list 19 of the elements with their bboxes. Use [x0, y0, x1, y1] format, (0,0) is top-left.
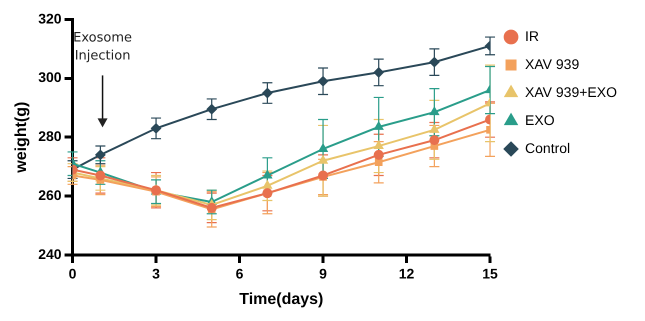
y-tick-label: 300 — [38, 69, 62, 86]
legend-label: XAV 939 — [525, 56, 580, 72]
y-axis-title: weight(g) — [13, 102, 30, 174]
x-axis-title: Time(days) — [239, 290, 324, 308]
x-tick-label: 9 — [319, 265, 328, 282]
legend-label: XAV 939+EXO — [525, 84, 618, 100]
x-tick-label: 12 — [398, 265, 415, 282]
y-tick-label: 260 — [38, 186, 62, 203]
legend-label: Control — [525, 140, 570, 156]
y-tick-label: 280 — [38, 128, 62, 144]
legend-label: EXO — [525, 112, 555, 128]
x-tick-label: 3 — [152, 265, 160, 282]
x-tick-label: 15 — [482, 265, 498, 282]
y-tick-label: 240 — [38, 246, 62, 262]
x-tick-label: 0 — [68, 265, 77, 282]
y-tick-label: 320 — [38, 10, 62, 26]
annotation: Exosome Injection — [73, 30, 132, 64]
x-tick-label: 6 — [236, 265, 244, 282]
legend-label: IR — [525, 28, 540, 44]
